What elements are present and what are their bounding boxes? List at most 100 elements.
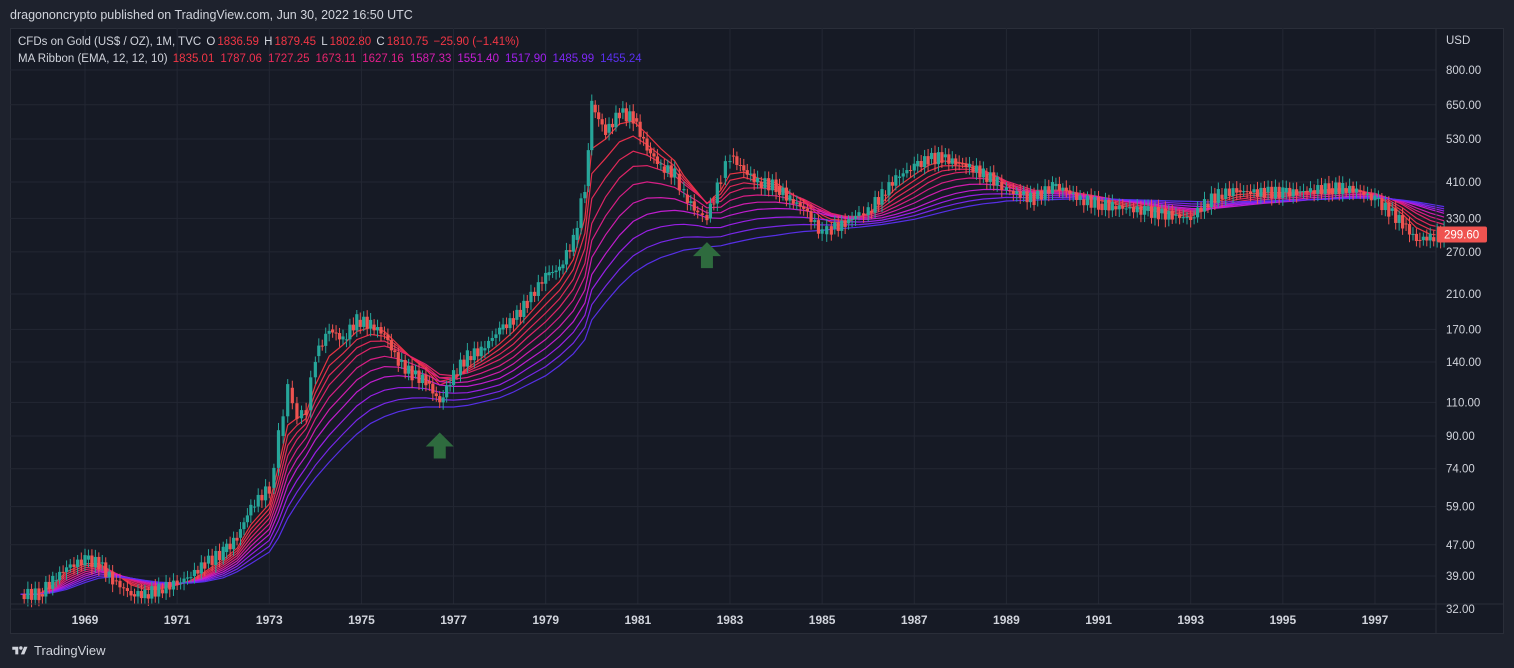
candle-body xyxy=(1160,208,1164,214)
ribbon-values: 1835.01 1787.06 1727.25 1673.11 1627.16 1587.… xyxy=(173,53,648,65)
candle-body xyxy=(341,336,345,340)
candle-body xyxy=(1259,187,1263,197)
candle-body xyxy=(217,550,222,561)
candle-body xyxy=(1153,206,1157,218)
candle-body xyxy=(389,340,393,351)
candle-body xyxy=(427,380,431,384)
candle-body xyxy=(929,152,934,160)
candle-body xyxy=(64,567,69,573)
arrow-up-icon xyxy=(692,242,721,269)
candle-body xyxy=(508,318,512,329)
candle-body xyxy=(742,165,746,171)
ribbon-value-5: 1587.33 xyxy=(409,53,452,65)
candle-body xyxy=(249,504,253,516)
candle-body xyxy=(1199,207,1203,212)
candle-body xyxy=(413,370,418,375)
candle-body xyxy=(1288,187,1292,197)
candle-body xyxy=(1305,191,1309,193)
candle-body xyxy=(1295,189,1299,195)
candle-body xyxy=(798,202,802,207)
candle-body xyxy=(712,203,716,205)
y-tick-label: 170.00 xyxy=(1446,324,1481,336)
candle-body xyxy=(210,555,214,565)
candle-body xyxy=(58,571,62,581)
candle-body xyxy=(304,410,308,415)
candle-body xyxy=(919,160,923,168)
candle-body xyxy=(861,213,866,216)
candle-body xyxy=(281,416,285,436)
candle-body xyxy=(472,348,476,361)
candle-body xyxy=(160,589,164,594)
candle-body xyxy=(850,219,854,221)
candle-body xyxy=(715,182,719,204)
candle-body xyxy=(1341,182,1345,194)
candle-body xyxy=(1078,195,1082,200)
candle-body xyxy=(1178,214,1182,218)
candle-body xyxy=(1270,186,1274,199)
candle-body xyxy=(547,272,551,276)
ribbon-line-8 xyxy=(20,196,1445,595)
open-value: 1836.59 xyxy=(217,36,259,48)
candle-body xyxy=(214,550,218,565)
candle-body xyxy=(1421,236,1425,241)
candle-body xyxy=(26,588,30,600)
candle-body xyxy=(1301,191,1306,193)
x-tick-label: 1973 xyxy=(256,613,283,627)
candle-body xyxy=(1185,217,1189,219)
candle-body xyxy=(1022,191,1026,195)
candle-body xyxy=(579,198,583,228)
candle-body xyxy=(1008,190,1012,192)
candle-body xyxy=(1323,183,1327,195)
candle-body xyxy=(86,555,91,560)
candle-body xyxy=(68,564,72,568)
chart-canvas[interactable]: 1969 1971 1973 1975 1977 1979 1981 1983 1985 1987… xyxy=(10,28,1504,634)
candle-body xyxy=(540,282,544,284)
candle-body xyxy=(621,108,625,113)
candle-body xyxy=(1174,214,1178,216)
candle-body xyxy=(1373,195,1377,201)
candle-body xyxy=(1281,187,1285,199)
candle-body xyxy=(1220,194,1224,199)
symbol-label[interactable]: CFDs on Gold (US$ / OZ), 1M, TVC xyxy=(18,36,202,48)
candle-body xyxy=(1284,187,1288,193)
candle-body xyxy=(820,229,824,234)
candle-body xyxy=(992,172,996,186)
candle-body xyxy=(735,156,739,166)
candle-body xyxy=(1089,195,1093,208)
candle-body xyxy=(324,333,328,346)
candle-body xyxy=(1110,201,1114,211)
candle-body xyxy=(175,580,179,586)
candle-body xyxy=(723,161,727,178)
candle-body xyxy=(1128,206,1132,209)
candle-body xyxy=(784,187,789,201)
candle-body xyxy=(1149,206,1154,218)
candle-body xyxy=(770,179,774,191)
candle-body xyxy=(700,213,704,215)
candle-body xyxy=(40,594,44,597)
candle-body xyxy=(728,161,732,163)
ribbon-label[interactable]: MA Ribbon (EMA, 12, 12, 10) xyxy=(18,53,168,65)
candle-body xyxy=(104,562,108,578)
candle-body xyxy=(79,559,83,566)
candle-body xyxy=(628,111,632,122)
candle-body xyxy=(1103,199,1108,211)
candle-body xyxy=(501,324,505,330)
candle-body xyxy=(1121,205,1125,209)
candle-body xyxy=(379,327,383,334)
candle-body xyxy=(1428,233,1432,241)
y-tick-label: 330.00 xyxy=(1446,213,1481,225)
candle-body xyxy=(1277,186,1281,199)
candle-body xyxy=(870,210,874,213)
footer-brand[interactable]: TradingView xyxy=(34,643,106,658)
candle-body xyxy=(1235,188,1239,193)
candle-body xyxy=(981,168,985,178)
candle-body xyxy=(544,272,548,284)
candle-body xyxy=(185,577,190,579)
candle-body xyxy=(1085,195,1090,206)
candle-body xyxy=(1181,217,1185,219)
candle-body xyxy=(876,197,881,205)
candle-body xyxy=(536,282,540,296)
candle-body xyxy=(107,571,111,578)
candle-body xyxy=(309,377,313,411)
candle-body xyxy=(682,189,686,191)
